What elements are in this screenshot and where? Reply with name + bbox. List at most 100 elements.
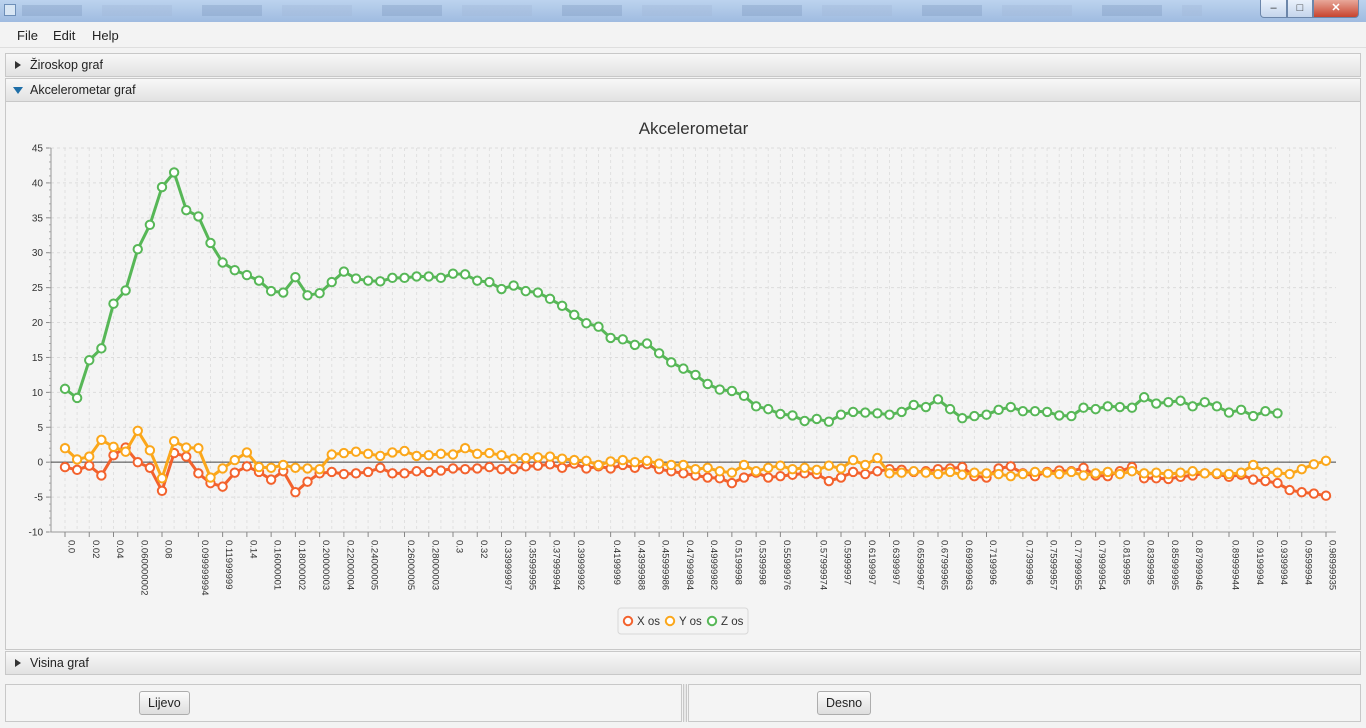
data-point	[1308, 459, 1320, 470]
data-point	[811, 413, 822, 425]
data-point	[738, 459, 750, 471]
x-tick-label: 0.7199996	[987, 540, 998, 585]
data-point	[1090, 468, 1101, 479]
data-point	[1260, 475, 1271, 487]
window-title-text	[22, 5, 1202, 16]
pane-header-gyro[interactable]: Žiroskop graf	[5, 53, 1361, 77]
data-point	[678, 363, 689, 374]
data-point	[569, 309, 580, 321]
x-tick-label: 0.9599994	[1302, 540, 1313, 585]
x-tick-label: 0.49999982	[708, 540, 719, 590]
data-point	[120, 285, 131, 296]
right-button[interactable]: Desno	[817, 691, 872, 715]
x-tick-label: 0.11999999	[223, 540, 234, 590]
maximize-button[interactable]: □	[1287, 0, 1313, 18]
x-tick-label: 0.9399994	[1278, 540, 1289, 585]
data-point	[556, 462, 568, 473]
data-point	[435, 448, 447, 460]
data-point	[205, 237, 216, 249]
data-point	[556, 300, 568, 311]
close-button[interactable]: ✕	[1313, 0, 1359, 18]
data-point	[181, 204, 192, 216]
chart-title: Akcelerometar	[639, 119, 749, 138]
x-tick-label: 0.20000003	[320, 540, 331, 590]
data-point	[872, 408, 883, 419]
data-point	[132, 425, 143, 436]
x-tick-label: 0.3	[454, 540, 465, 553]
data-point	[1272, 408, 1283, 419]
data-point	[666, 357, 677, 368]
data-point	[193, 468, 204, 479]
data-point	[144, 219, 156, 231]
data-point	[1102, 466, 1113, 478]
data-point	[787, 463, 798, 475]
window-titlebar[interactable]: – □ ✕	[0, 0, 1366, 22]
data-point	[775, 470, 786, 482]
data-point	[1248, 410, 1259, 422]
x-tick-label: 0.75999957	[1048, 540, 1059, 590]
x-tick-label: 0.5999997	[842, 540, 853, 585]
data-point	[763, 472, 774, 483]
x-tick-label: 0.35999995	[526, 540, 537, 590]
data-point	[835, 472, 847, 483]
data-point	[1005, 470, 1016, 482]
data-point	[302, 290, 313, 301]
data-point	[1199, 396, 1210, 408]
accel-pane-content: Akcelerometar -10 -5 0 5 10 15 20 25 30 35 40 45 0.0 0…	[5, 102, 1361, 650]
data-point	[484, 461, 495, 473]
x-tick-label: 0.18000002	[296, 540, 307, 590]
y-tick-label: 30	[32, 248, 44, 259]
data-point	[508, 463, 519, 475]
data-point	[229, 467, 240, 478]
data-point	[387, 272, 398, 284]
data-point	[714, 384, 725, 395]
menu-edit[interactable]: Edit	[53, 28, 76, 43]
data-point	[823, 416, 835, 427]
data-point	[969, 467, 980, 478]
data-point	[71, 464, 83, 476]
data-point	[144, 445, 156, 456]
menu-file[interactable]: File	[17, 28, 38, 43]
data-point	[1029, 406, 1041, 417]
data-point	[362, 466, 374, 478]
x-tick-label: 0.65999967	[914, 540, 925, 590]
data-point	[423, 271, 434, 282]
left-button[interactable]: Lijevo	[139, 691, 190, 715]
data-point	[1151, 398, 1162, 409]
data-point	[375, 462, 386, 473]
legend-box	[617, 607, 749, 635]
x-tick-label: 0.24000005	[369, 540, 380, 590]
right-button-panel: Desno	[688, 684, 1361, 722]
data-point	[108, 450, 119, 461]
data-point	[447, 268, 459, 279]
data-point	[1272, 467, 1283, 478]
data-point	[156, 181, 168, 193]
data-point	[1320, 455, 1332, 466]
pane-header-accel[interactable]: Akcelerometar graf	[5, 78, 1361, 102]
data-point	[593, 459, 604, 471]
data-point	[71, 392, 83, 404]
minimize-button[interactable]: –	[1260, 0, 1287, 18]
data-point	[181, 442, 192, 453]
data-point	[569, 454, 580, 466]
pane-header-height[interactable]: Visina graf	[5, 651, 1361, 675]
data-point	[399, 445, 410, 457]
data-point	[508, 453, 519, 464]
x-tick-label: 0.67999965	[939, 540, 950, 590]
split-divider[interactable]	[683, 684, 687, 722]
y-tick-label: -5	[34, 493, 43, 504]
menu-bar: File Edit Help	[0, 22, 1366, 48]
data-point	[253, 461, 265, 473]
x-tick-label: 0.89999944	[1230, 540, 1241, 590]
menu-help[interactable]: Help	[92, 28, 119, 43]
data-point	[593, 321, 604, 332]
data-point	[411, 271, 422, 282]
data-point	[1017, 468, 1029, 480]
data-point	[520, 461, 531, 472]
data-point	[932, 468, 944, 480]
data-point	[884, 409, 895, 420]
data-point	[168, 436, 180, 447]
data-point	[423, 450, 434, 461]
x-tick-label: 0.08	[163, 540, 174, 559]
data-point	[241, 269, 253, 281]
